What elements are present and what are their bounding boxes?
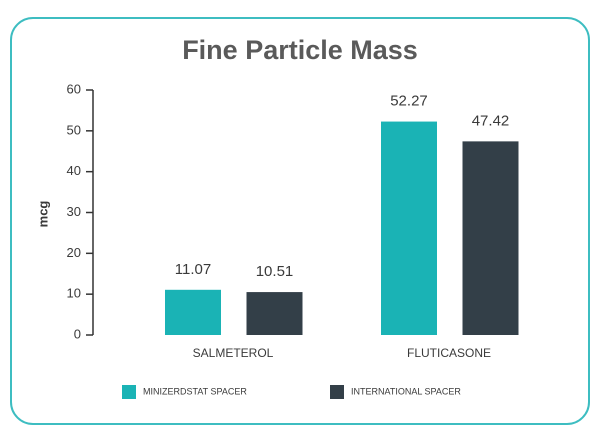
y-tick-label: 10 bbox=[67, 286, 81, 301]
legend-label: INTERNATIONAL SPACER bbox=[351, 386, 461, 396]
bar bbox=[246, 292, 303, 335]
value-label: 11.07 bbox=[175, 261, 211, 278]
y-tick-label: 50 bbox=[67, 122, 81, 137]
value-label: 47.42 bbox=[472, 112, 510, 129]
y-tick-label: 20 bbox=[67, 245, 81, 260]
frame bbox=[10, 17, 590, 425]
y-tick-label: 30 bbox=[67, 204, 81, 219]
y-tick-label: 0 bbox=[74, 326, 81, 341]
value-label: 52.27 bbox=[390, 93, 428, 110]
y-tick-label: 40 bbox=[67, 163, 81, 178]
legend-swatch bbox=[122, 385, 136, 399]
bar bbox=[165, 289, 221, 335]
y-axis-label: mcg bbox=[35, 201, 50, 228]
y-tick-label: 60 bbox=[67, 81, 81, 96]
legend-label: MINIZERDSTAT SPACER bbox=[143, 386, 247, 396]
value-label: 10.51 bbox=[256, 263, 294, 280]
bar bbox=[462, 141, 519, 335]
chart-title: Fine Particle Mass bbox=[182, 35, 418, 65]
x-tick-label: SALMETEROL bbox=[193, 346, 274, 360]
legend-swatch bbox=[330, 385, 344, 399]
bar bbox=[381, 121, 437, 335]
x-tick-label: FLUTICASONE bbox=[407, 346, 491, 360]
